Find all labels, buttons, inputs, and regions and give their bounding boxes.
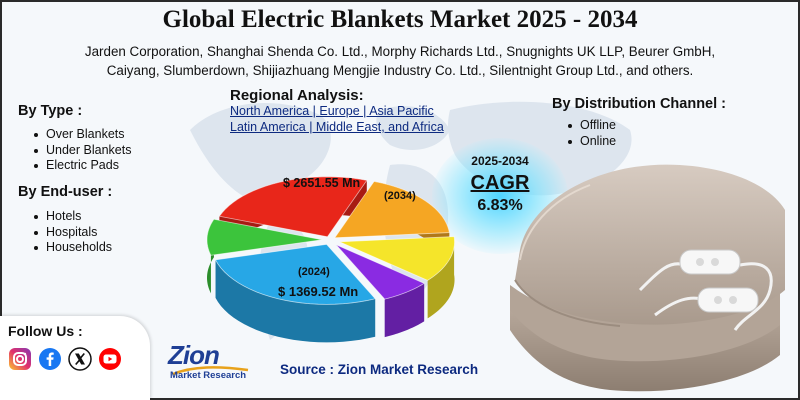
instagram-icon[interactable] <box>8 347 32 371</box>
by-distribution-list: Offline Online <box>566 118 616 149</box>
cagr-value: 6.83% <box>477 197 523 214</box>
pie-slice-top <box>218 176 368 238</box>
follow-us-heading: Follow Us : <box>8 323 83 339</box>
regional-analysis-heading: Regional Analysis: <box>230 87 364 104</box>
zion-logo-swoosh <box>172 366 249 376</box>
year-2034-label: (2034) <box>384 190 416 202</box>
key-players: Jarden Corporation, Shanghai Shenda Co. … <box>40 42 760 80</box>
regional-line-1: North America | Europe | Asia Pacific <box>230 104 434 118</box>
x-icon[interactable] <box>68 347 92 371</box>
list-item: Hotels <box>32 209 112 225</box>
cagr-label: CAGR <box>470 172 530 194</box>
pie-slice-side <box>427 236 455 319</box>
pie-slice-top <box>333 180 450 239</box>
by-end-user-heading: By End-user : <box>18 184 113 200</box>
key-players-line-1: Jarden Corporation, Shanghai Shenda Co. … <box>84 44 716 59</box>
pie-slice-top <box>206 218 323 256</box>
market-size-pie <box>206 176 455 343</box>
page-title: Global Electric Blankets Market 2025 - 2… <box>162 6 638 33</box>
value-2024-label: $ 1369.52 Mn <box>278 284 359 299</box>
pie-slice-top <box>339 236 455 281</box>
youtube-icon[interactable] <box>98 347 122 371</box>
by-type-list: Over Blankets Under Blankets Electric Pa… <box>32 127 131 174</box>
facebook-icon[interactable] <box>38 347 62 371</box>
list-item: Households <box>32 240 112 256</box>
key-players-line-2: Caiyang, Slumberdown, Shijiazhuang Mengj… <box>106 63 694 78</box>
year-2024-label: (2024) <box>298 266 330 278</box>
regional-line-2: Latin America | Middle East, and Africa <box>230 120 444 134</box>
by-end-user-list: Hotels Hospitals Households <box>32 209 112 256</box>
value-2034-label: $ 2651.55 Mn <box>283 176 361 190</box>
source-text: Source : Zion Market Research <box>280 362 479 377</box>
pie-slice-side <box>215 259 376 343</box>
list-item: Hospitals <box>32 225 112 241</box>
cagr-period: 2025-2034 <box>471 154 529 168</box>
list-item: Electric Pads <box>32 158 131 174</box>
by-type-heading: By Type : <box>18 103 83 119</box>
list-item: Over Blankets <box>32 127 131 143</box>
electric-blanket-image <box>510 164 785 392</box>
pie-slice-top <box>335 244 426 300</box>
pie-slice-top <box>214 243 376 305</box>
zion-logo-text: Zion <box>168 340 220 370</box>
list-item: Online <box>566 134 616 150</box>
zion-logo-subtext: Market Research <box>170 370 247 381</box>
list-item: Offline <box>566 118 616 134</box>
list-item: Under Blankets <box>32 143 131 159</box>
by-distribution-heading: By Distribution Channel : <box>552 96 726 112</box>
